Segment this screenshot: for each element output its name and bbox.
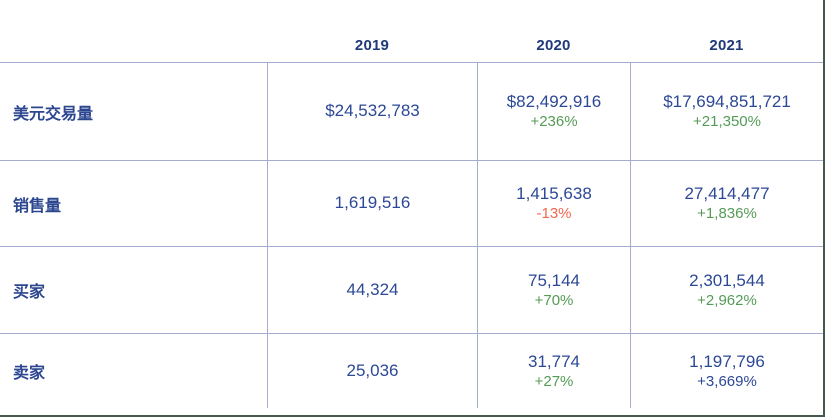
metric-value: $82,492,916 — [506, 92, 602, 111]
metric-value: 27,414,477 — [684, 184, 770, 203]
cell-buyers-2021: 2,301,544 +2,962% — [630, 246, 823, 333]
metric-change: +21,350% — [693, 113, 761, 131]
cell-sales-2021: 27,414,477 +1,836% — [630, 160, 823, 246]
metric-value: 1,619,516 — [334, 193, 411, 213]
metric-change: +70% — [534, 291, 574, 309]
cell-usd-volume-2021: $17,694,851,721 +21,350% — [630, 62, 823, 160]
metric-value: $17,694,851,721 — [663, 92, 791, 111]
cell-sellers-2021: 1,197,796 +3,669% — [630, 333, 823, 408]
metric-change: +2,962% — [697, 291, 757, 309]
col-header-2020: 2020 — [536, 37, 571, 54]
cell-buyers-2020: 75,144 +70% — [477, 246, 630, 333]
metric-value: 75,144 — [528, 270, 580, 290]
metric-value: 2,301,544 — [689, 270, 765, 290]
metric-change: +236% — [530, 113, 578, 131]
header-corner-blank — [0, 0, 267, 62]
metric-value: 44,324 — [346, 279, 399, 299]
metric-value: 25,036 — [346, 360, 399, 380]
cell-buyers-2019: 44,324 — [267, 246, 477, 333]
row-label-sales-volume: 销售量 — [0, 160, 267, 246]
metric-change: +27% — [534, 372, 574, 390]
bottom-border-line — [0, 415, 825, 417]
row-label-sellers: 卖家 — [0, 333, 267, 408]
row-label-buyers: 买家 — [0, 246, 267, 333]
row-label-usd-volume: 美元交易量 — [0, 62, 267, 160]
cell-sellers-2019: 25,036 — [267, 333, 477, 408]
metric-value: 31,774 — [528, 351, 580, 371]
cell-usd-volume-2020: $82,492,916 +236% — [477, 62, 630, 160]
metric-value: 1,197,796 — [689, 351, 765, 371]
metrics-table: 2019 2020 2021 美元交易量 $24,532,783 $82,492… — [0, 0, 823, 408]
metric-change: +1,836% — [697, 205, 757, 223]
cell-sales-2019: 1,619,516 — [267, 160, 477, 246]
col-header-2021: 2021 — [709, 37, 744, 54]
cell-usd-volume-2019: $24,532,783 — [267, 62, 477, 160]
col-header-2019: 2019 — [354, 37, 390, 54]
right-border-line — [823, 0, 825, 417]
metric-value: 1,415,638 — [516, 184, 592, 203]
metric-change: +3,669% — [697, 372, 757, 390]
cell-sellers-2020: 31,774 +27% — [477, 333, 630, 408]
metric-value: $24,532,783 — [325, 101, 420, 121]
cell-sales-2020: 1,415,638 -13% — [477, 160, 630, 246]
metric-change: -13% — [536, 205, 572, 223]
